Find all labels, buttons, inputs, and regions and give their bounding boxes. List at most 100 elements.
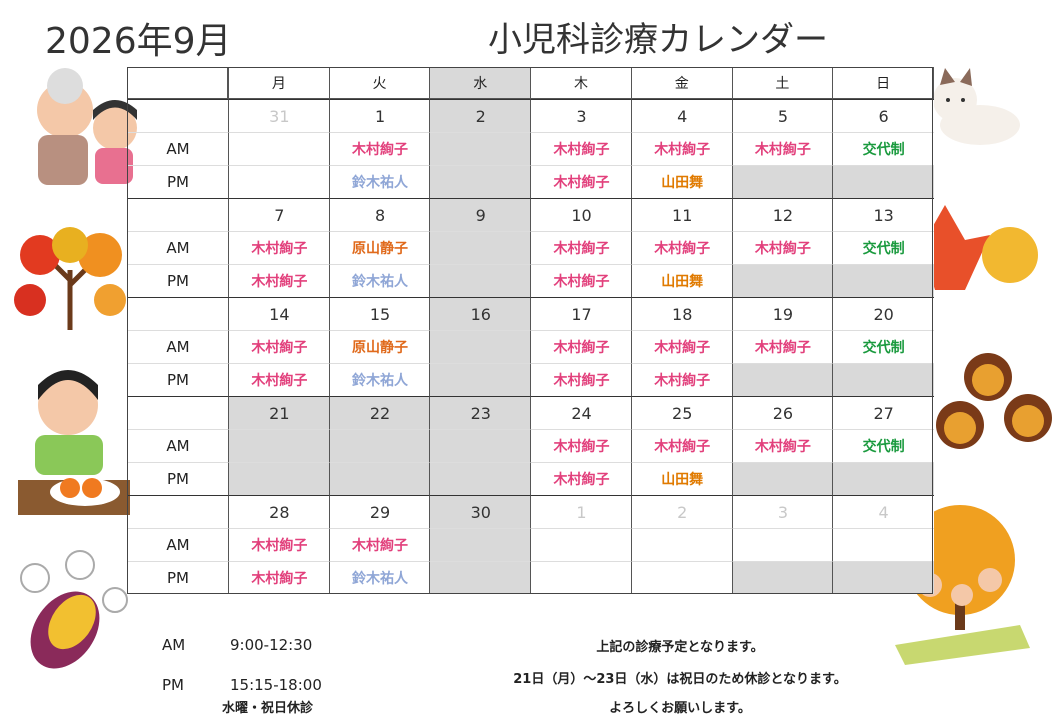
shift-cell: [731, 363, 834, 396]
shift-cell: [429, 528, 532, 561]
shift-cell: 木村絢子: [630, 330, 733, 363]
hours-label: PM: [162, 676, 184, 694]
shift-cell: 木村絢子: [228, 231, 330, 264]
shift-cell: [832, 264, 934, 297]
day-number: 1: [530, 495, 632, 528]
shift-cell: 原山静子: [328, 231, 431, 264]
shift-cell: [530, 528, 632, 561]
shift-cell: 木村絢子: [630, 429, 733, 462]
shift-cell: 木村絢子: [228, 363, 330, 396]
day-number: 24: [530, 396, 632, 429]
shift-cell: 木村絢子: [630, 363, 733, 396]
shift-cell: 木村絢子: [630, 231, 733, 264]
day-number: 15: [328, 297, 431, 330]
shift-cell: [731, 165, 834, 198]
row-label: PM: [127, 561, 228, 594]
note: 上記の診療予定となります。: [596, 640, 764, 655]
shift-cell: [328, 429, 431, 462]
shift-cell: [832, 165, 934, 198]
day-number: 19: [731, 297, 834, 330]
shift-cell: [731, 561, 834, 594]
row-label: AM: [127, 429, 228, 462]
hours-time: 9:00-12:30: [230, 636, 313, 654]
day-number: 23: [429, 396, 532, 429]
row-label: PM: [127, 363, 228, 396]
subtitle: 小児科診療カレンダー: [488, 20, 828, 60]
day-number: 16: [429, 297, 532, 330]
shift-cell: 山田舞: [630, 165, 733, 198]
shift-cell: 木村絢子: [530, 264, 632, 297]
shift-cell: [832, 528, 934, 561]
day-number: 31: [228, 99, 330, 132]
shift-cell: [429, 165, 532, 198]
shift-cell: [832, 363, 934, 396]
boy-persimmon: [18, 370, 130, 515]
maple-leaves: [920, 205, 1038, 290]
shift-cell: 木村絢子: [530, 330, 632, 363]
title: 2026年9月: [45, 21, 232, 62]
shift-cell: [429, 132, 532, 165]
shift-cell: 木村絢子: [630, 132, 733, 165]
header-cell: [127, 67, 228, 99]
weekday-label: 水: [429, 67, 532, 99]
shift-cell: 鈴木祐人: [328, 264, 431, 297]
day-number: 6: [832, 99, 934, 132]
shift-cell: 木村絢子: [530, 231, 632, 264]
day-number: 13: [832, 198, 934, 231]
shift-cell: [228, 462, 330, 495]
shift-cell: 木村絢子: [530, 429, 632, 462]
label-cell: [127, 99, 228, 132]
day-number: 1: [328, 99, 431, 132]
shift-cell: 交代制: [832, 132, 934, 165]
day-number: 2: [630, 495, 733, 528]
day-number: 12: [731, 198, 834, 231]
day-number: 2: [429, 99, 532, 132]
row-label: AM: [127, 330, 228, 363]
row-label: AM: [127, 132, 228, 165]
shift-cell: [429, 231, 532, 264]
day-number: 9: [429, 198, 532, 231]
shift-cell: 木村絢子: [731, 330, 834, 363]
day-number: 7: [228, 198, 330, 231]
weekday-label: 火: [328, 67, 431, 99]
day-number: 4: [832, 495, 934, 528]
label-cell: [127, 297, 228, 330]
row-label: PM: [127, 462, 228, 495]
day-number: 4: [630, 99, 733, 132]
day-number: 21: [228, 396, 330, 429]
day-number: 10: [530, 198, 632, 231]
shift-cell: [832, 561, 934, 594]
shift-cell: [429, 330, 532, 363]
shift-cell: 交代制: [832, 429, 934, 462]
shift-cell: [731, 264, 834, 297]
weekday-label: 月: [228, 67, 330, 99]
shift-cell: 木村絢子: [530, 363, 632, 396]
day-number: 20: [832, 297, 934, 330]
shift-cell: 木村絢子: [328, 132, 431, 165]
shift-cell: [328, 462, 431, 495]
shift-cell: [228, 429, 330, 462]
row-label: PM: [127, 165, 228, 198]
day-number: 26: [731, 396, 834, 429]
shift-cell: 鈴木祐人: [328, 363, 431, 396]
cat: [933, 68, 1020, 145]
day-number: 17: [530, 297, 632, 330]
day-number: 18: [630, 297, 733, 330]
day-number: 29: [328, 495, 431, 528]
shift-cell: [429, 561, 532, 594]
weekday-label: 金: [630, 67, 733, 99]
row-label: AM: [127, 528, 228, 561]
shift-cell: [630, 528, 733, 561]
shift-cell: 木村絢子: [228, 528, 330, 561]
row-label: AM: [127, 231, 228, 264]
shift-cell: [530, 561, 632, 594]
label-cell: [127, 198, 228, 231]
grandma-child: [37, 68, 137, 185]
shift-cell: [228, 132, 330, 165]
shift-cell: [630, 561, 733, 594]
shift-cell: [228, 165, 330, 198]
label-cell: [127, 495, 228, 528]
shift-cell: 交代制: [832, 231, 934, 264]
